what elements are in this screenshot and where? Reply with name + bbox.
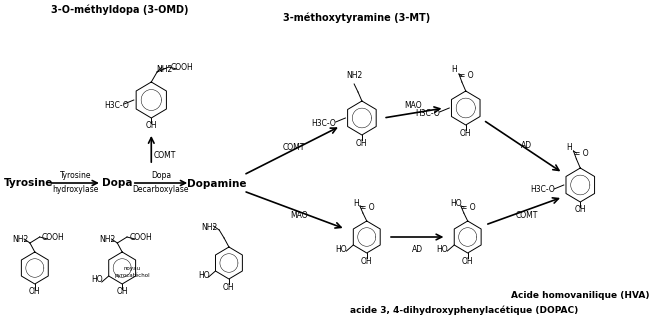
Text: OH: OH (361, 256, 373, 265)
Text: 3-méthoxytyramine (3-MT): 3-méthoxytyramine (3-MT) (284, 13, 431, 23)
Text: COOH: COOH (42, 232, 64, 241)
Text: = O: = O (461, 202, 476, 211)
Text: HO: HO (450, 198, 462, 207)
Text: Dopa: Dopa (102, 178, 133, 188)
Text: H: H (452, 66, 457, 75)
Text: OH: OH (356, 139, 368, 148)
Text: hydroxylase: hydroxylase (52, 184, 99, 193)
Text: MAO: MAO (290, 210, 307, 219)
Text: 3-O-méthyldopa (3-OMD): 3-O-méthyldopa (3-OMD) (50, 5, 188, 15)
Text: Acide homovanilique (HVA): Acide homovanilique (HVA) (511, 290, 649, 299)
Text: = O: = O (459, 72, 474, 81)
Text: Dopamine: Dopamine (187, 179, 246, 189)
Text: OH: OH (460, 129, 471, 138)
Text: NH2: NH2 (100, 235, 116, 244)
Text: HO: HO (198, 270, 210, 279)
Text: Dopa: Dopa (151, 171, 171, 180)
Text: COMT: COMT (283, 144, 305, 153)
Text: HO: HO (437, 244, 448, 253)
Text: NH2: NH2 (201, 222, 218, 231)
Text: COOH: COOH (129, 232, 152, 241)
Text: OH: OH (574, 205, 586, 214)
Text: NH2: NH2 (346, 72, 363, 81)
Text: HO: HO (336, 244, 347, 253)
Text: H: H (353, 198, 359, 207)
Text: OH: OH (145, 122, 157, 131)
Text: H3C-O: H3C-O (530, 185, 555, 194)
Text: Tyrosine: Tyrosine (4, 178, 54, 188)
Text: COOH: COOH (171, 63, 194, 72)
Text: H3C-O: H3C-O (416, 109, 440, 118)
Text: MAO: MAO (404, 102, 422, 111)
Text: AD: AD (521, 141, 533, 150)
Text: acide 3, 4-dihydroxyphenylacétique (DOPAC): acide 3, 4-dihydroxyphenylacétique (DOPA… (350, 305, 578, 315)
Text: NH2: NH2 (12, 235, 29, 244)
Text: = O: = O (361, 202, 375, 211)
Text: COMT: COMT (516, 210, 538, 219)
Text: OH: OH (462, 256, 473, 265)
Text: NH2: NH2 (157, 65, 173, 74)
Text: AD: AD (412, 244, 423, 253)
Text: COMT: COMT (153, 151, 176, 160)
Text: OH: OH (223, 282, 235, 291)
Text: Decarboxylase: Decarboxylase (133, 184, 189, 193)
Text: HO: HO (91, 275, 103, 284)
Text: noyau
pyrocatéchol: noyau pyrocatéchol (114, 266, 149, 278)
Text: OH: OH (116, 287, 128, 296)
Text: H: H (567, 143, 572, 152)
Text: OH: OH (29, 287, 41, 296)
Text: Tyrosine: Tyrosine (60, 171, 92, 180)
Text: H3C-O: H3C-O (104, 101, 129, 110)
Text: = O: = O (574, 149, 588, 158)
Text: H3C-O: H3C-O (311, 119, 337, 128)
